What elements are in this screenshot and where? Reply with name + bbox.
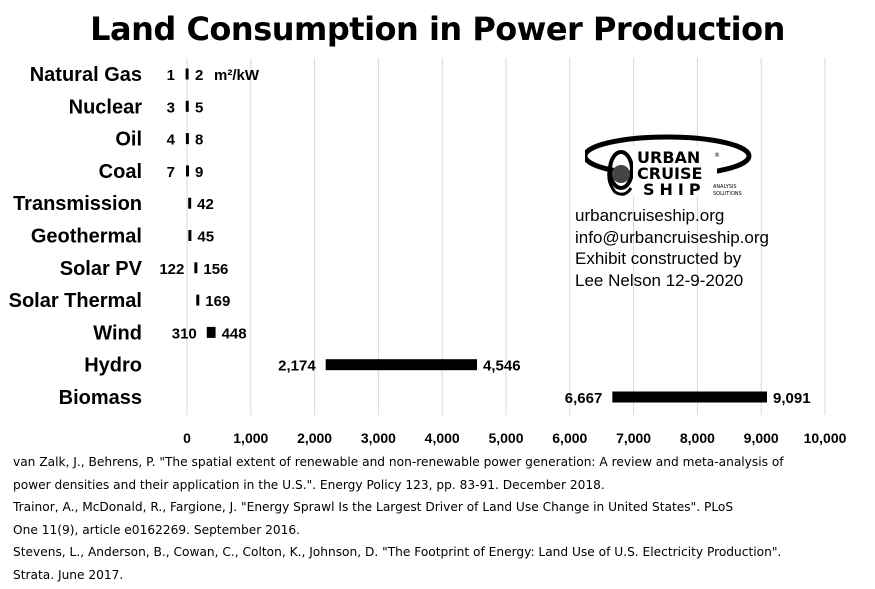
logo-image: URBAN CRUISE SHIP ® ANALYSIS SOLUTIONS xyxy=(582,134,752,199)
category-label: Solar Thermal xyxy=(9,290,142,312)
high-value-label: 42 xyxy=(197,196,214,213)
x-tick-label: 3,000 xyxy=(361,430,396,446)
low-value-label: 1 xyxy=(167,67,175,84)
logo-text-cruise: CRUISE xyxy=(637,164,702,183)
range-bar xyxy=(186,165,190,177)
low-value-label: 6,667 xyxy=(565,390,603,407)
x-tick-label: 4,000 xyxy=(425,430,460,446)
reference-line: power densities and their application in… xyxy=(13,477,605,492)
attribution-block: urbancruiseship.org info@urbancruiseship… xyxy=(575,205,769,291)
reference-line: Strata. June 2017. xyxy=(13,567,124,582)
category-label: Wind xyxy=(93,322,142,344)
reference-line: Trainor, A., McDonald, R., Fargione, J. … xyxy=(13,500,734,514)
low-value-label: 7 xyxy=(167,164,175,181)
range-bar xyxy=(194,262,198,274)
low-value-label: 2,174 xyxy=(278,358,316,375)
logo-text-ship: SHIP xyxy=(643,180,706,199)
range-bar xyxy=(185,100,189,112)
category-label: Oil xyxy=(115,129,142,151)
credit-line-2: Lee Nelson 12-9-2020 xyxy=(575,270,744,290)
category-label: Solar PV xyxy=(60,258,143,280)
range-bar xyxy=(325,359,478,371)
chart-title: Land Consumption in Power Production xyxy=(90,10,785,48)
high-value-label: 45 xyxy=(197,229,214,246)
x-tick-label: 1,000 xyxy=(233,430,268,446)
category-label: Coal xyxy=(99,161,142,183)
high-value-label: 2 xyxy=(195,67,203,84)
references-block: van Zalk, J., Behrens, P. "The spatial e… xyxy=(13,451,863,586)
email-text: info@urbancruiseship.org xyxy=(575,227,769,247)
x-tick-label: 5,000 xyxy=(488,430,523,446)
x-tick-label: 6,000 xyxy=(552,430,587,446)
range-bar xyxy=(188,197,192,209)
high-value-label: 9,091 xyxy=(773,390,811,407)
high-value-label: 169 xyxy=(205,293,230,310)
x-tick-label: 7,000 xyxy=(616,430,651,446)
low-value-label: 3 xyxy=(167,99,175,116)
category-label: Transmission xyxy=(13,193,142,215)
x-tick-label: 2,000 xyxy=(297,430,332,446)
x-tick-label: 9,000 xyxy=(744,430,779,446)
logo-tagline-solutions: SOLUTIONS xyxy=(713,191,742,197)
range-bar xyxy=(185,133,189,145)
low-value-label: 310 xyxy=(172,325,197,342)
urban-cruise-ship-logo: URBAN CRUISE SHIP ® ANALYSIS SOLUTIONS xyxy=(582,134,760,202)
reference-line: van Zalk, J., Behrens, P. "The spatial e… xyxy=(13,455,784,469)
x-tick-label: 0 xyxy=(183,430,191,446)
category-label: Natural Gas xyxy=(30,64,142,86)
high-value-label: 5 xyxy=(195,99,203,116)
high-value-label: 8 xyxy=(195,132,203,149)
category-label: Hydro xyxy=(84,355,142,377)
logo-tagline-analysis: ANALYSIS xyxy=(713,184,737,190)
high-value-label: 448 xyxy=(222,325,247,342)
reference-line: One 11(9), article e0162269. September 2… xyxy=(13,522,300,537)
logo-registered-mark: ® xyxy=(714,152,720,159)
website-text: urbancruiseship.org xyxy=(575,206,725,225)
reference-line: Stevens, L., Anderson, B., Cowan, C., Co… xyxy=(13,545,782,559)
category-label: Geothermal xyxy=(31,226,142,248)
high-value-label: 9 xyxy=(195,164,203,181)
category-label: Nuclear xyxy=(69,96,143,118)
unit-label: m²/kW xyxy=(214,67,260,84)
range-bar xyxy=(196,294,200,306)
range-bar xyxy=(188,230,192,241)
range-bar xyxy=(612,391,768,403)
range-bar xyxy=(206,326,216,338)
high-value-label: 156 xyxy=(203,261,228,278)
low-value-label: 122 xyxy=(159,261,184,278)
low-value-label: 4 xyxy=(167,132,176,149)
logo-text-urban: URBAN xyxy=(637,148,700,167)
range-bar xyxy=(185,68,189,80)
x-tick-label: 10,000 xyxy=(804,430,847,446)
x-tick-label: 8,000 xyxy=(680,430,715,446)
category-label: Biomass xyxy=(59,387,142,409)
credit-line-1: Exhibit constructed by xyxy=(575,249,742,268)
high-value-label: 4,546 xyxy=(483,358,521,375)
